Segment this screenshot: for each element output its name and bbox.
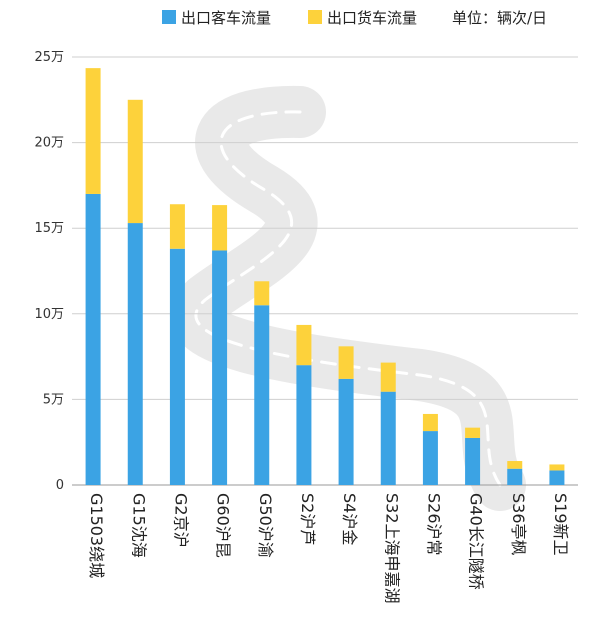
bar-segment-freight: [254, 281, 270, 306]
bar-segment-freight: [127, 99, 143, 224]
bar-segment-freight: [549, 464, 565, 471]
x-category-label: G50沪渝: [256, 493, 275, 558]
x-category-label: S2沪芦: [298, 493, 317, 545]
y-tick-label: 10万: [34, 307, 64, 322]
bar-segment-passenger: [254, 305, 270, 485]
unit-note: 单位：辆次/日: [452, 9, 547, 27]
y-axis: 0 5万 10万 15万 20万 25万: [34, 50, 64, 493]
bar-segment-freight: [422, 413, 438, 432]
bar-segment-freight: [465, 427, 481, 438]
x-category-label: S32上海申嘉湖: [382, 493, 401, 604]
bar-segment-passenger: [296, 365, 312, 485]
x-category-label: G2京沪: [171, 493, 190, 548]
bar-segment-passenger: [212, 250, 228, 485]
y-tick-label: 5万: [43, 392, 64, 407]
x-category-label: G1503绕城: [87, 493, 106, 578]
legend-label-passenger: 出口客车流量: [181, 9, 271, 27]
grid-lines: [72, 56, 578, 486]
x-category-label: S36亭枫: [509, 493, 528, 556]
x-category-label: G40长江隧桥: [467, 493, 486, 590]
road-background-illustration: [170, 85, 526, 511]
bar-segment-freight: [212, 205, 228, 251]
bar-segment-freight: [338, 346, 354, 379]
bar-segment-freight: [296, 324, 312, 366]
bar-segment-freight: [85, 68, 101, 194]
bar-segment-freight: [507, 461, 523, 469]
y-tick-label: 25万: [34, 50, 64, 65]
x-category-label: G15沈海: [129, 493, 148, 558]
bar-segment-freight: [169, 204, 185, 249]
x-category-label: G60沪昆: [214, 493, 233, 558]
bar-segment-passenger: [85, 193, 101, 485]
bar-segment-passenger: [422, 431, 438, 485]
legend-swatch-freight: [308, 10, 322, 24]
bars-group: [85, 68, 565, 485]
bar-segment-freight: [380, 362, 396, 392]
y-tick-label: 20万: [34, 136, 64, 151]
x-category-label: S4沪金: [340, 493, 359, 545]
legend: 出口客车流量 出口货车流量 单位：辆次/日: [162, 9, 547, 27]
bar-segment-passenger: [380, 391, 396, 485]
x-category-label: S19新卫: [551, 493, 570, 556]
x-category-label: S26沪常: [424, 493, 443, 556]
bar-segment-passenger: [127, 223, 143, 485]
y-tick-label: 0: [56, 478, 64, 493]
x-axis: G1503绕城 G15沈海 G2京沪 G60沪昆 G50沪渝 S2沪芦 S4沪金 S32上海申…: [87, 493, 570, 604]
bar-segment-passenger: [169, 248, 185, 485]
bar-segment-passenger: [507, 468, 523, 485]
y-tick-label: 15万: [34, 221, 64, 236]
bar-segment-passenger: [465, 437, 481, 485]
bar-segment-passenger: [549, 470, 565, 485]
legend-label-freight: 出口货车流量: [327, 9, 417, 27]
bar-segment-passenger: [338, 378, 354, 485]
legend-swatch-passenger: [162, 10, 176, 24]
